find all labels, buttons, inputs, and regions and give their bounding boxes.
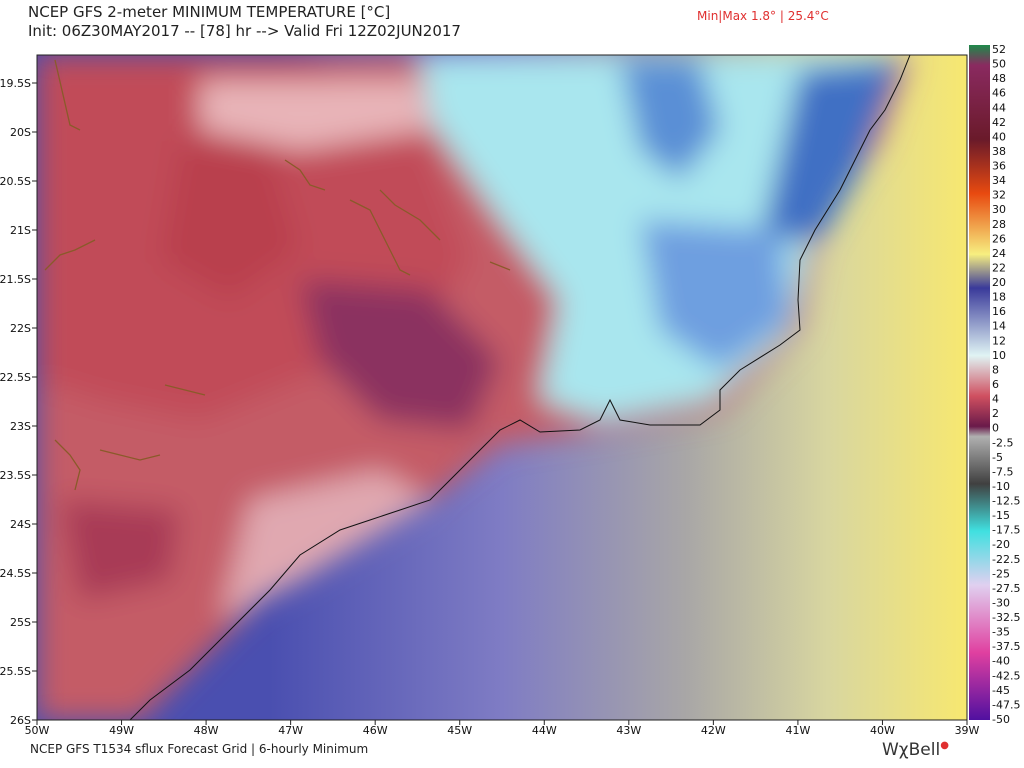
colorbar-label: 44 [992, 101, 1006, 114]
colorbar-label: 2 [992, 407, 999, 420]
colorbar-label: -17.5 [992, 524, 1020, 537]
colorbar-label: 14 [992, 320, 1006, 333]
colorbar-label: -37.5 [992, 640, 1020, 653]
colorbar-label: -22.5 [992, 553, 1020, 566]
lat-label: 20.5S [0, 175, 31, 188]
lon-label: 47W [278, 724, 303, 737]
lat-label: 22S [10, 322, 31, 335]
lon-label: 43W [616, 724, 641, 737]
colorbar-label: -40 [992, 655, 1010, 668]
colorbar-label: 18 [992, 291, 1006, 304]
colorbar-label: -35 [992, 626, 1010, 639]
lat-label: 19.5S [0, 77, 31, 90]
colorbar-label: -10 [992, 480, 1010, 493]
map-frame [36, 54, 968, 721]
colorbar-label: 4 [992, 393, 999, 406]
colorbar-label: 0 [992, 422, 999, 435]
colorbar-label: -30 [992, 596, 1010, 609]
colorbar-label: 12 [992, 334, 1006, 347]
lat-label: 24S [10, 518, 31, 531]
colorbar-label: -45 [992, 684, 1010, 697]
lon-label: 44W [532, 724, 557, 737]
footer-text: NCEP GFS T1534 sflux Forecast Grid | 6-h… [30, 742, 369, 756]
coastline [129, 55, 911, 720]
labels: 19.5S 20S 20.5S 21S 21.5S 22S 22.5S 23S 23.5S 24S… [0, 43, 1020, 737]
colorbar-label: 42 [992, 116, 1006, 129]
init-line: Init: 06Z30MAY2017 -- [78] hr --> Valid … [28, 22, 461, 40]
lat-label: 26S [10, 714, 31, 727]
colorbar-label: 38 [992, 145, 1006, 158]
lat-label: 21S [10, 224, 31, 237]
colorbar-label: 6 [992, 378, 999, 391]
brand-text: WχBell [882, 740, 941, 760]
colorbar-label: 10 [992, 349, 1006, 362]
reservoirs [44, 59, 511, 491]
colorbar-label: -2.5 [992, 436, 1013, 449]
colorbar-label: 22 [992, 261, 1006, 274]
colorbar [969, 45, 990, 720]
colorbar-label: -50 [992, 713, 1010, 726]
title: NCEP GFS 2-meter MINIMUM TEMPERATURE [°C… [28, 3, 391, 21]
colorbar-label: 20 [992, 276, 1006, 289]
colorbar-label: -20 [992, 538, 1010, 551]
colorbar-label: 8 [992, 363, 999, 376]
colorbar-label: 30 [992, 203, 1006, 216]
lon-label: 49W [109, 724, 134, 737]
colorbar-label: 34 [992, 174, 1006, 187]
lon-label: 41W [785, 724, 810, 737]
lat-label: 20S [10, 126, 31, 139]
colorbar-label: 40 [992, 130, 1006, 143]
lon-label: 39W [955, 724, 980, 737]
lat-label: 21.5S [0, 273, 31, 286]
lat-label: 24.5S [0, 567, 31, 580]
colorbar-label: 24 [992, 247, 1006, 260]
lat-label: 25S [10, 616, 31, 629]
brand: WχBell● [882, 740, 949, 760]
lon-label: 48W [194, 724, 219, 737]
lat-label: 23.5S [0, 469, 31, 482]
colorbar-label: -15 [992, 509, 1010, 522]
colorbar-label: 26 [992, 232, 1006, 245]
colorbar-label: 50 [992, 58, 1006, 71]
colorbar-label: -32.5 [992, 611, 1020, 624]
colorbar-label: 16 [992, 305, 1006, 318]
lat-label: 23S [10, 420, 31, 433]
lon-label: 42W [701, 724, 726, 737]
colorbar-label: -25 [992, 567, 1010, 580]
colorbar-label: 36 [992, 160, 1006, 173]
colorbar-label: 52 [992, 43, 1006, 56]
lon-label: 40W [870, 724, 895, 737]
colorbar-label: 46 [992, 87, 1006, 100]
colorbar-label: -42.5 [992, 669, 1020, 682]
min-max: Min|Max 1.8° | 25.4°C [697, 9, 829, 23]
colorbar-label: 28 [992, 218, 1006, 231]
lon-label: 46W [363, 724, 388, 737]
colorbar-label: -47.5 [992, 698, 1020, 711]
colorbar-label: 48 [992, 72, 1006, 85]
colorbar-label: -12.5 [992, 495, 1020, 508]
colorbar-label: -7.5 [992, 465, 1013, 478]
colorbar-label: 32 [992, 189, 1006, 202]
lon-label: 45W [447, 724, 472, 737]
lat-label: 22.5S [0, 371, 31, 384]
colorbar-label: -5 [992, 451, 1003, 464]
brand-dot: ● [940, 740, 949, 751]
map-field [37, 55, 967, 720]
colorbar-label: -27.5 [992, 582, 1020, 595]
lon-label: 50W [25, 724, 50, 737]
lat-label: 25.5S [0, 665, 31, 678]
